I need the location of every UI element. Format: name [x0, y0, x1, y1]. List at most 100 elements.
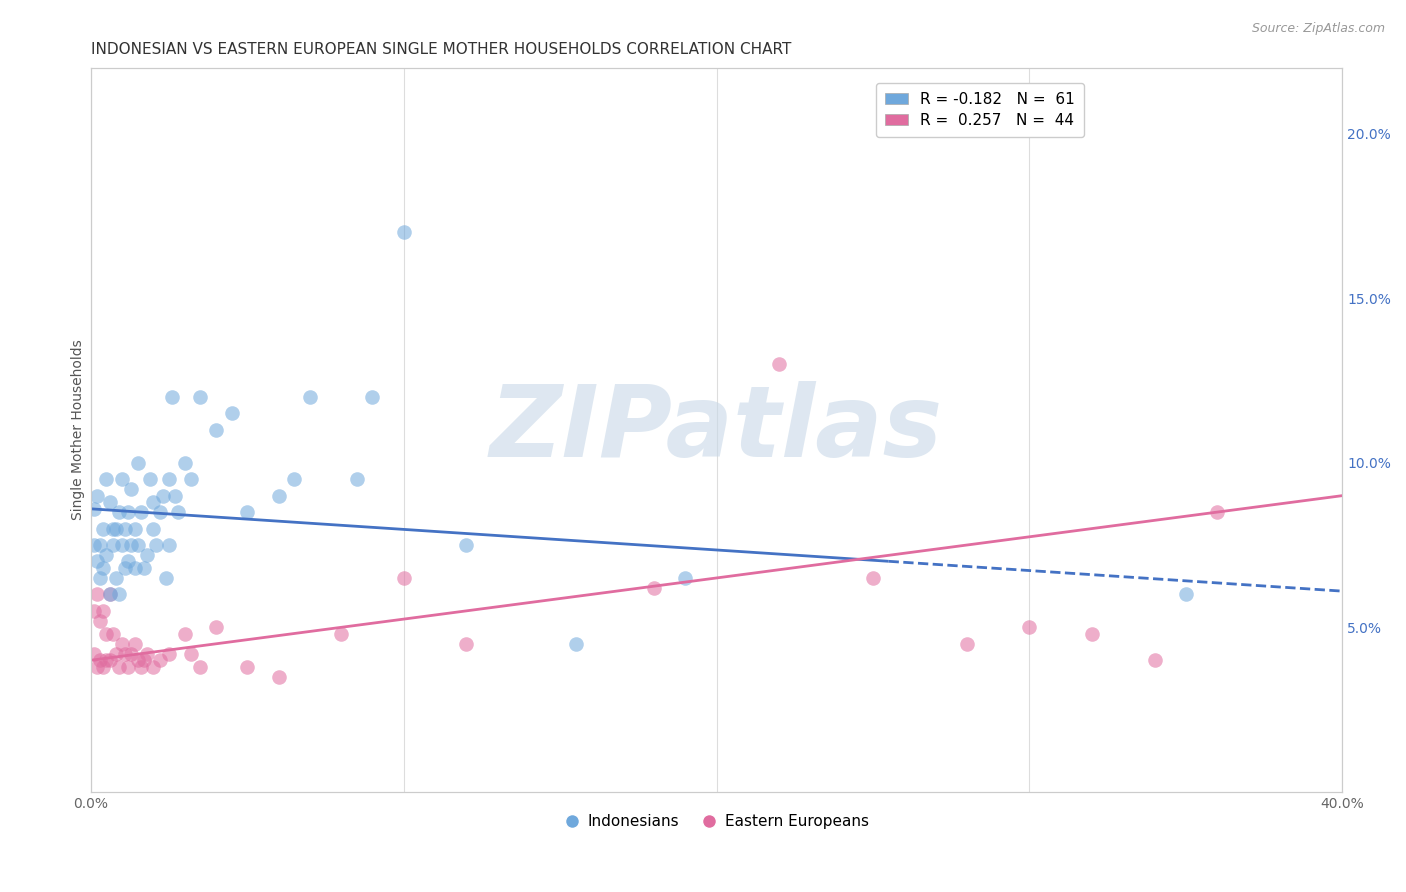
Point — [86, 489, 108, 503]
Point — [127, 653, 149, 667]
Point — [86, 660, 108, 674]
Point — [643, 581, 665, 595]
Point — [1081, 627, 1104, 641]
Point — [83, 647, 105, 661]
Point — [98, 495, 121, 509]
Point — [96, 653, 118, 667]
Point — [142, 660, 165, 674]
Point — [132, 561, 155, 575]
Point — [145, 538, 167, 552]
Point — [236, 505, 259, 519]
Point — [180, 647, 202, 661]
Point — [129, 505, 152, 519]
Point — [89, 614, 111, 628]
Point — [956, 637, 979, 651]
Point — [768, 357, 790, 371]
Point — [89, 538, 111, 552]
Point — [111, 637, 134, 651]
Point — [862, 571, 884, 585]
Point — [98, 653, 121, 667]
Point — [236, 660, 259, 674]
Point — [89, 571, 111, 585]
Point — [167, 505, 190, 519]
Point — [96, 627, 118, 641]
Point — [124, 561, 146, 575]
Point — [98, 587, 121, 601]
Point — [114, 647, 136, 661]
Point — [157, 472, 180, 486]
Point — [330, 627, 353, 641]
Point — [101, 538, 124, 552]
Point — [86, 587, 108, 601]
Point — [124, 637, 146, 651]
Point — [149, 653, 172, 667]
Point — [155, 571, 177, 585]
Point — [165, 489, 187, 503]
Point — [456, 637, 478, 651]
Point — [283, 472, 305, 486]
Point — [1174, 587, 1197, 601]
Text: Source: ZipAtlas.com: Source: ZipAtlas.com — [1251, 22, 1385, 36]
Point — [91, 660, 114, 674]
Point — [267, 489, 290, 503]
Point — [108, 587, 131, 601]
Point — [101, 522, 124, 536]
Point — [298, 390, 321, 404]
Point — [221, 406, 243, 420]
Point — [101, 627, 124, 641]
Point — [86, 554, 108, 568]
Point — [456, 538, 478, 552]
Point — [124, 522, 146, 536]
Point — [1206, 505, 1229, 519]
Point — [173, 456, 195, 470]
Point — [160, 390, 183, 404]
Point — [188, 660, 211, 674]
Point — [104, 522, 127, 536]
Point — [205, 620, 228, 634]
Point — [346, 472, 368, 486]
Point — [129, 660, 152, 674]
Point — [91, 561, 114, 575]
Point — [121, 538, 143, 552]
Point — [173, 627, 195, 641]
Point — [205, 423, 228, 437]
Point — [121, 482, 143, 496]
Point — [157, 647, 180, 661]
Point — [157, 538, 180, 552]
Point — [111, 472, 134, 486]
Point — [83, 501, 105, 516]
Point — [91, 604, 114, 618]
Point — [96, 472, 118, 486]
Legend: Indonesians, Eastern Europeans: Indonesians, Eastern Europeans — [558, 808, 875, 835]
Point — [89, 653, 111, 667]
Point — [121, 647, 143, 661]
Point — [188, 390, 211, 404]
Point — [139, 472, 162, 486]
Point — [83, 538, 105, 552]
Point — [111, 538, 134, 552]
Point — [1018, 620, 1040, 634]
Point — [136, 548, 159, 562]
Point — [98, 587, 121, 601]
Point — [127, 538, 149, 552]
Point — [267, 670, 290, 684]
Point — [392, 571, 415, 585]
Text: INDONESIAN VS EASTERN EUROPEAN SINGLE MOTHER HOUSEHOLDS CORRELATION CHART: INDONESIAN VS EASTERN EUROPEAN SINGLE MO… — [91, 42, 792, 57]
Point — [96, 548, 118, 562]
Point — [564, 637, 586, 651]
Point — [180, 472, 202, 486]
Point — [149, 505, 172, 519]
Point — [127, 456, 149, 470]
Point — [108, 505, 131, 519]
Point — [673, 571, 696, 585]
Point — [142, 522, 165, 536]
Point — [104, 647, 127, 661]
Point — [83, 604, 105, 618]
Point — [136, 647, 159, 661]
Point — [114, 561, 136, 575]
Point — [392, 225, 415, 239]
Point — [132, 653, 155, 667]
Point — [142, 495, 165, 509]
Point — [91, 522, 114, 536]
Point — [152, 489, 174, 503]
